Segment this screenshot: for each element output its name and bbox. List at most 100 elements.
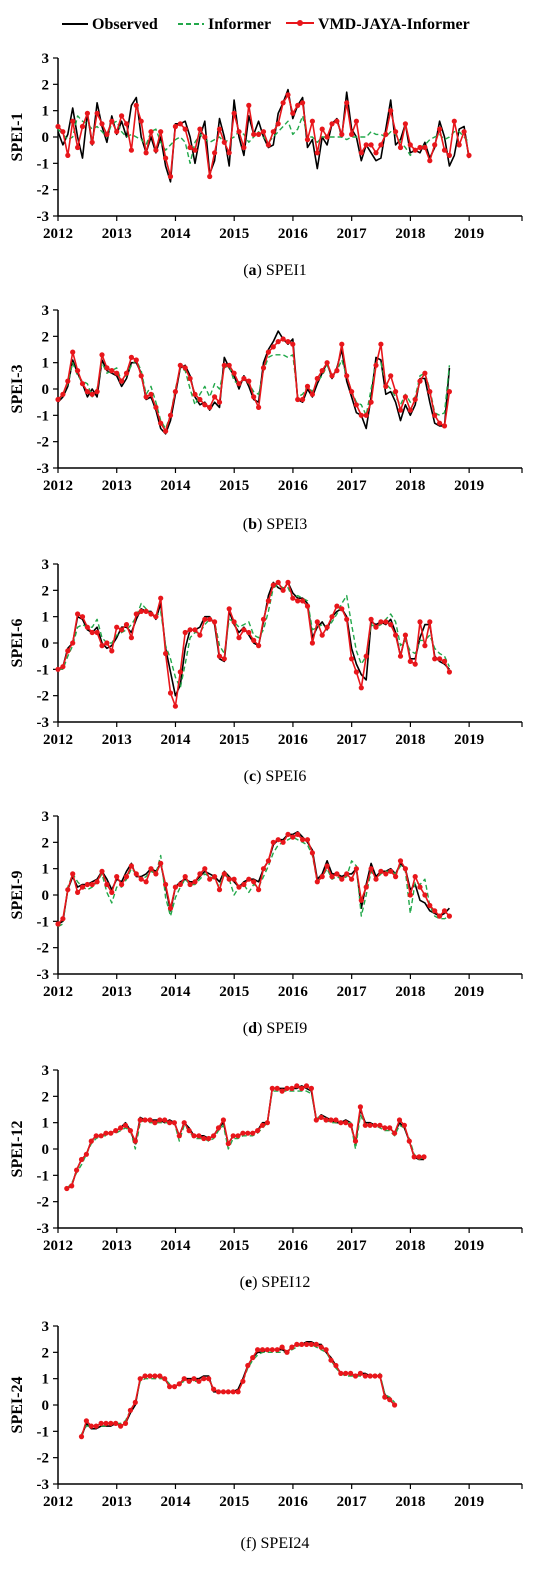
series-point-vmd [212, 394, 218, 400]
x-tick-label: 2019 [454, 226, 484, 242]
series-point-vmd [309, 640, 315, 646]
series-point-vmd [290, 595, 296, 601]
series-point-vmd [382, 1394, 388, 1400]
series-point-vmd [373, 150, 379, 156]
series-point-vmd [353, 402, 359, 408]
y-tick-label: -3 [37, 967, 50, 983]
series-point-vmd [246, 629, 252, 636]
x-tick-label: 2016 [278, 478, 309, 494]
x-tick-label: 2013 [102, 226, 132, 242]
y-tick-label: 2 [42, 583, 50, 599]
x-tick-label: 2016 [278, 1494, 309, 1510]
series-point-vmd [251, 879, 257, 885]
series-point-vmd [104, 881, 110, 888]
series-point-vmd [328, 1357, 334, 1363]
series-point-vmd [406, 1138, 412, 1144]
x-tick-label: 2013 [102, 732, 132, 748]
series-point-vmd [171, 1384, 178, 1390]
series-point-vmd [99, 121, 105, 127]
series-point-vmd [114, 874, 120, 880]
series-point-vmd [338, 1120, 344, 1126]
series-point-vmd [275, 579, 281, 585]
legend-observed-swatch [62, 23, 88, 25]
series-point-vmd [290, 834, 296, 840]
series-point-vmd [122, 1122, 129, 1128]
y-tick-label: 1 [42, 356, 50, 372]
x-tick-label: 2012 [43, 732, 73, 748]
series-point-vmd [236, 884, 242, 890]
series-point-vmd [84, 389, 90, 395]
series-point-vmd [137, 1117, 143, 1123]
series-point-vmd [202, 866, 208, 872]
y-tick-label: 0 [42, 636, 50, 652]
series-point-vmd [138, 608, 144, 614]
series-point-vmd [441, 908, 448, 914]
series-point-vmd [78, 1156, 85, 1163]
x-tick-label: 2019 [454, 1494, 484, 1510]
series-point-vmd [158, 129, 164, 135]
series-point-vmd [94, 389, 100, 395]
series-point-vmd [133, 611, 139, 617]
series-point-vmd [446, 913, 452, 919]
series-point-vmd [383, 871, 389, 877]
series-point-vmd [279, 1344, 285, 1350]
series-line-observed [66, 1084, 424, 1190]
x-tick-label: 2015 [219, 1494, 249, 1510]
series-point-vmd [303, 1083, 310, 1089]
series-point-vmd [231, 370, 237, 376]
x-tick-label: 2012 [43, 226, 73, 242]
series-point-vmd [192, 147, 198, 153]
series-point-vmd [207, 876, 213, 882]
series-point-vmd [339, 341, 345, 347]
series-point-vmd [93, 1423, 99, 1429]
series-point-vmd [304, 603, 311, 609]
y-tick-label: 3 [42, 809, 50, 825]
series-point-vmd [264, 1347, 270, 1353]
x-tick-label: 2018 [395, 478, 425, 494]
x-tick-label: 2015 [219, 478, 249, 494]
series-point-vmd [392, 1402, 398, 1408]
series-point-vmd [309, 391, 315, 397]
series-point-vmd [334, 368, 340, 374]
series-point-vmd [437, 913, 443, 919]
series-point-vmd [202, 616, 208, 622]
series-point-vmd [270, 839, 276, 845]
series-point-vmd [353, 118, 359, 124]
series-point-vmd [108, 1420, 114, 1426]
series-point-vmd [163, 155, 169, 161]
series-point-vmd [256, 643, 262, 649]
series-point-vmd [123, 121, 130, 127]
series-point-vmd [333, 1117, 339, 1123]
series-point-vmd [122, 1420, 129, 1426]
series-point-vmd [94, 879, 100, 885]
series-point-vmd [388, 373, 394, 379]
series-point-vmd [349, 131, 355, 137]
legend-vmd-label: VMD-JAYA-Informer [318, 16, 470, 33]
series-point-vmd [284, 1349, 290, 1355]
series-point-vmd [294, 1083, 300, 1089]
series-point-vmd [119, 881, 125, 888]
y-tick-label: 1 [42, 1116, 50, 1132]
series-point-vmd [318, 1114, 324, 1120]
series-point-vmd [163, 881, 169, 888]
series-point-vmd [456, 142, 462, 148]
series-point-vmd [388, 108, 394, 114]
series-line-vmd [66, 1084, 424, 1190]
series-point-vmd [396, 1117, 403, 1123]
series-point-vmd [226, 606, 232, 612]
series-point-vmd [119, 113, 125, 119]
panel-caption-letter: b [248, 516, 257, 533]
series-point-vmd [220, 1117, 226, 1123]
series-point-vmd [172, 389, 178, 395]
series-point-vmd [89, 629, 95, 636]
series-point-vmd [182, 126, 188, 132]
series-point-vmd [60, 129, 66, 135]
y-tick-label: 3 [42, 1319, 50, 1335]
series-point-vmd [133, 357, 139, 363]
series-point-vmd [231, 110, 237, 116]
series-point-vmd [441, 147, 448, 153]
y-axis-label: SPEI-12 [9, 1121, 26, 1178]
series-point-vmd [265, 349, 271, 355]
series-point-vmd [304, 1341, 310, 1347]
